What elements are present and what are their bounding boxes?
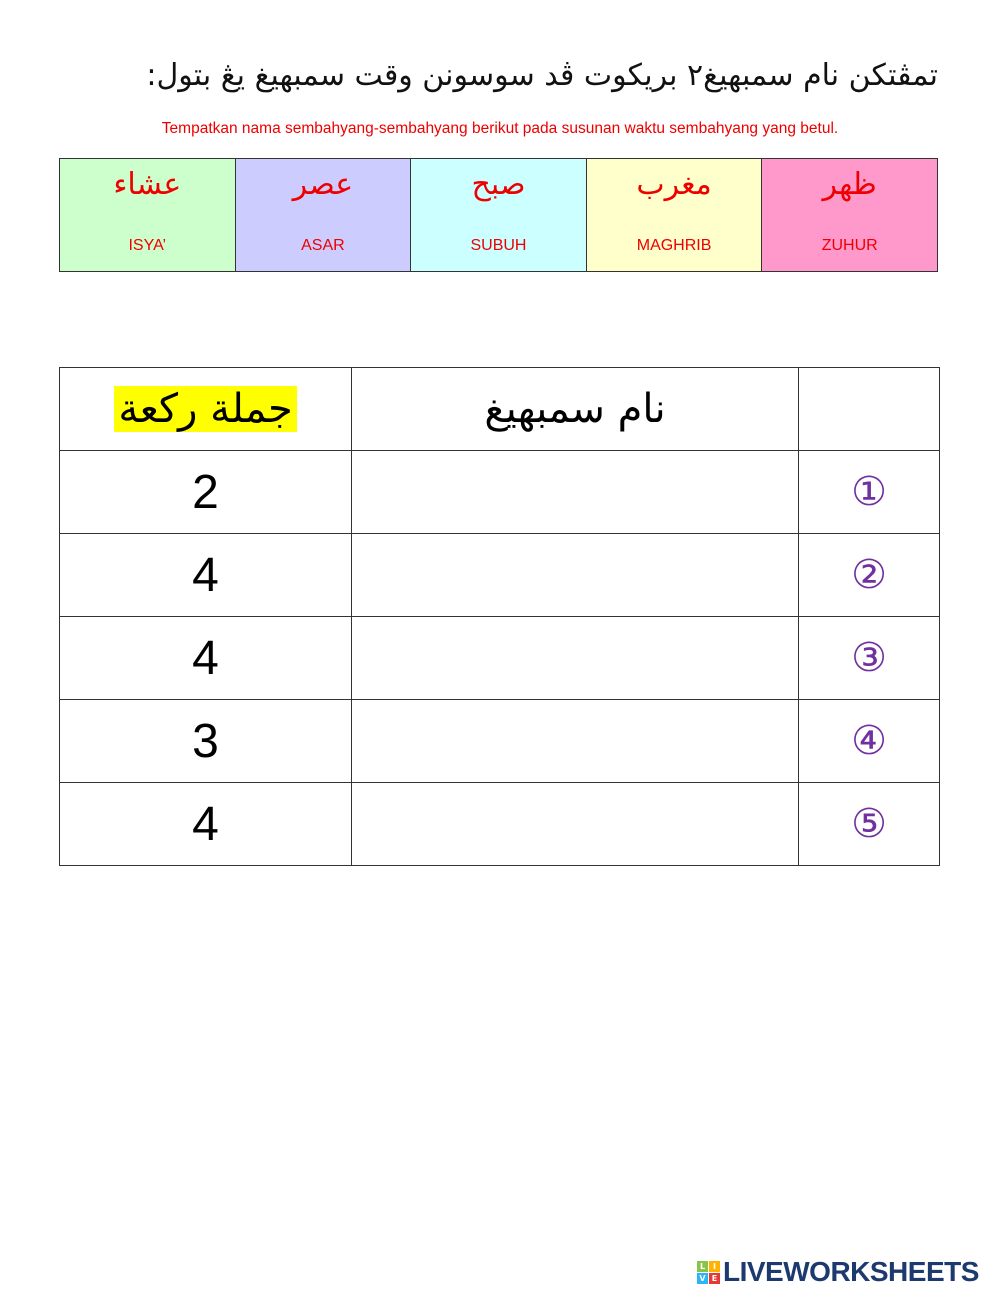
logo-letter: E: [709, 1272, 720, 1284]
prayer-card-latin: ISYA’: [128, 237, 167, 254]
prayer-card-arabic: عشاء: [113, 167, 182, 202]
rakaat-count: 2: [59, 450, 352, 534]
prayer-card-latin: ZUHUR: [821, 237, 878, 254]
prayer-card-isya[interactable]: عشاء ISYA’: [59, 158, 236, 272]
header-rakaat: جملة ركعة: [59, 367, 352, 451]
prayer-name-drop-zone[interactable]: [351, 616, 799, 700]
order-number: ④: [798, 699, 940, 783]
header-order: [798, 367, 940, 451]
header-prayer-name: نام سمبهيغ: [351, 367, 799, 451]
prayer-name-answer[interactable]: [352, 617, 798, 699]
logo-icon: L I V E: [697, 1260, 720, 1284]
instruction-subtitle: Tempatkan nama sembahyang-sembahyang ber…: [161, 120, 839, 137]
prayer-card-arabic: صبح: [471, 167, 526, 202]
logo-letter: L: [697, 1260, 708, 1272]
prayer-name-drop-zone[interactable]: [351, 450, 799, 534]
prayer-card-latin: MAGHRIB: [636, 237, 712, 254]
prayer-name-answer[interactable]: [352, 451, 798, 533]
prayer-card-maghrib[interactable]: مغرب MAGHRIB: [585, 158, 763, 272]
prayer-name-drop-zone[interactable]: [351, 782, 799, 866]
prayer-card-arabic: عصر: [292, 167, 354, 202]
logo-text: LIVEWORKSHEETS: [723, 1256, 979, 1287]
header-prayer-name-label: نام سمبهيغ: [484, 386, 666, 432]
prayer-name-drop-zone[interactable]: [351, 699, 799, 783]
instruction-title-jawi: تمڤتكن نام سمبهيغ٢ بريكوت ڤد سوسونن وقت …: [146, 58, 938, 93]
prayer-name-answer[interactable]: [352, 783, 798, 865]
prayer-card-asar[interactable]: عصر ASAR: [234, 158, 412, 272]
rakaat-count: 4: [59, 616, 352, 700]
rakaat-count: 4: [59, 782, 352, 866]
prayer-name-drop-zone[interactable]: [351, 533, 799, 617]
logo-letter: V: [697, 1272, 708, 1284]
table-header-row: جملة ركعة نام سمبهيغ: [59, 367, 940, 451]
logo-letter: I: [709, 1260, 720, 1272]
prayer-name-answer[interactable]: [352, 534, 798, 616]
prayer-card-latin: SUBUH: [470, 237, 527, 254]
rakaat-count: 4: [59, 533, 352, 617]
prayer-cards: عشاء ISYA’ عصر ASAR صبح SUBUH مغرب MAGHRIB ظهر ZU…: [59, 158, 938, 272]
header-rakaat-label: جملة ركعة: [114, 386, 297, 432]
order-number: ②: [798, 533, 940, 617]
prayer-card-zuhur[interactable]: ظهر ZUHUR: [761, 158, 938, 272]
prayer-card-arabic: مغرب: [636, 167, 712, 202]
liveworksheets-logo: L I V E LIVEWORKSHEETS: [697, 1256, 979, 1288]
prayer-name-answer[interactable]: [352, 700, 798, 782]
rakaat-count: 3: [59, 699, 352, 783]
prayer-card-subuh[interactable]: صبح SUBUH: [410, 158, 587, 272]
order-number: ③: [798, 616, 940, 700]
prayer-card-latin: ASAR: [301, 237, 345, 254]
order-number: ⑤: [798, 782, 940, 866]
order-number: ①: [798, 450, 940, 534]
prayer-card-arabic: ظهر: [822, 167, 877, 202]
